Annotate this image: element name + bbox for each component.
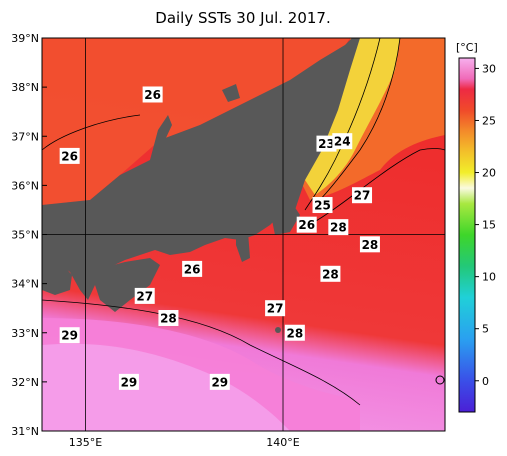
- colorbar-units: [°C]: [456, 41, 478, 54]
- isotherm-label-box: [332, 133, 353, 150]
- lat-tick-label: 34°N: [11, 278, 39, 291]
- isotherm-label: 26: [182, 260, 203, 277]
- isotherm-label: 28: [320, 265, 341, 282]
- colorbar-ticks: 30 25 20 15 10 5 0: [475, 62, 496, 388]
- isotherm-label-box: [265, 300, 286, 317]
- isotherm-label: 26: [59, 147, 80, 164]
- isotherm-label-box: [296, 216, 317, 233]
- isotherm-label-box: [209, 373, 230, 390]
- land-sado: [222, 84, 240, 102]
- land-noto: [150, 115, 172, 160]
- isotherm-label-box: [316, 135, 337, 152]
- cold-water-tongue: [305, 38, 400, 195]
- isotherm-label-box: [352, 187, 373, 204]
- lat-tick-label: 37°N: [11, 130, 39, 143]
- isotherm-label-text: 29: [211, 375, 228, 389]
- land-boso: [270, 200, 300, 235]
- isotherm-label-text: 23: [318, 137, 335, 151]
- isotherm-label-box: [284, 324, 305, 341]
- isotherm-26-north: [42, 114, 141, 151]
- isotherm-label: 27: [265, 300, 286, 317]
- colorbar-tick-label: 30: [482, 62, 496, 75]
- isotherm-label-text: 28: [160, 312, 177, 326]
- colorbar: [458, 57, 476, 413]
- isotherm-label: 28: [328, 219, 349, 236]
- isotherm-label: 27: [134, 287, 155, 304]
- isotherm-label: 26: [142, 86, 163, 103]
- isotherm-25: [314, 38, 401, 206]
- isotherm-28: [42, 299, 361, 406]
- colorbar-tick-label: 0: [482, 375, 489, 388]
- isotherm-label-text: 27: [354, 189, 371, 203]
- isotherm-label-box: [142, 86, 163, 103]
- isotherm-label-text: 28: [322, 267, 339, 281]
- isotherm-label-text: 26: [298, 218, 315, 232]
- isotherm-label-box: [328, 219, 349, 236]
- isotherm-label-text: 26: [61, 149, 78, 163]
- colorbar-tick-label: 20: [482, 167, 496, 180]
- isotherm-label-box: [59, 327, 80, 344]
- lat-tick-label: 33°N: [11, 327, 39, 340]
- isotherm-label-text: 26: [184, 262, 201, 276]
- isotherm-label-box: [158, 310, 179, 327]
- isotherm-label: 29: [118, 373, 139, 390]
- isotherm-label: 24: [332, 133, 353, 150]
- map-panel: [42, 38, 445, 431]
- isotherm-label-text: 29: [121, 375, 138, 389]
- latitude-labels: 39°N 38°N 37°N 36°N 35°N 34°N 33°N 32°N 31°N: [11, 32, 39, 438]
- isotherm-label-text: 28: [287, 326, 304, 340]
- isotherm-label-box: [134, 287, 155, 304]
- map-frame: [41, 37, 446, 432]
- isotherm-label: 27: [352, 187, 373, 204]
- longitude-labels: 135°E 140°E: [69, 436, 300, 449]
- isotherm-label-text: 27: [267, 302, 284, 316]
- isotherm-24: [304, 38, 381, 211]
- colorbar-tick-label: 25: [482, 114, 496, 127]
- chart-title: Daily SSTs 30 Jul. 2017.: [155, 9, 330, 27]
- lat-tick-label: 35°N: [11, 229, 39, 242]
- isotherm-label-text: 27: [136, 289, 153, 303]
- land-shikoku: [42, 262, 72, 295]
- lon-tick-label: 140°E: [266, 436, 299, 449]
- isotherm-label-text: 25: [314, 199, 331, 213]
- isotherm-label-box: [59, 147, 80, 164]
- land-izu: [236, 228, 250, 262]
- isotherm-label: 26: [296, 216, 317, 233]
- land-izu-island: [275, 327, 281, 333]
- isotherm-label-box: [320, 265, 341, 282]
- lat-tick-label: 31°N: [11, 425, 39, 438]
- isotherm-label: 29: [59, 327, 80, 344]
- isotherm-label: 25: [312, 197, 333, 214]
- warm-pool-core: [42, 343, 290, 431]
- isotherm-label-box: [359, 236, 380, 253]
- isotherm-label-box: [182, 260, 203, 277]
- sea-of-japan: [42, 38, 350, 205]
- isotherm-label-text: 26: [144, 88, 161, 102]
- colorbar-tick-label: 15: [482, 219, 496, 232]
- colorbar-tick-label: 10: [482, 271, 496, 284]
- lat-tick-label: 38°N: [11, 81, 39, 94]
- isotherm-label: 28: [359, 236, 380, 253]
- isotherm-label-text: 29: [61, 329, 78, 343]
- lat-tick-label: 39°N: [11, 32, 39, 45]
- isotherm-label-text: 28: [362, 238, 379, 252]
- lat-tick-label: 32°N: [11, 376, 39, 389]
- island-marker: [435, 375, 445, 385]
- colorbar-tick-label: 5: [482, 323, 489, 336]
- isotherm-label-text: 24: [334, 135, 351, 149]
- isotherm-label: 28: [284, 324, 305, 341]
- isotherm-label: 29: [209, 373, 230, 390]
- isotherm-label-box: [312, 197, 333, 214]
- graticule: [42, 38, 445, 431]
- isotherm-label: 23: [316, 135, 337, 152]
- isotherm-label: 28: [158, 310, 179, 327]
- land-kii: [95, 258, 160, 312]
- isotherm-label-text: 28: [330, 221, 347, 235]
- lon-tick-label: 135°E: [69, 436, 102, 449]
- isotherm-label-box: [118, 373, 139, 390]
- lat-tick-label: 36°N: [11, 179, 39, 192]
